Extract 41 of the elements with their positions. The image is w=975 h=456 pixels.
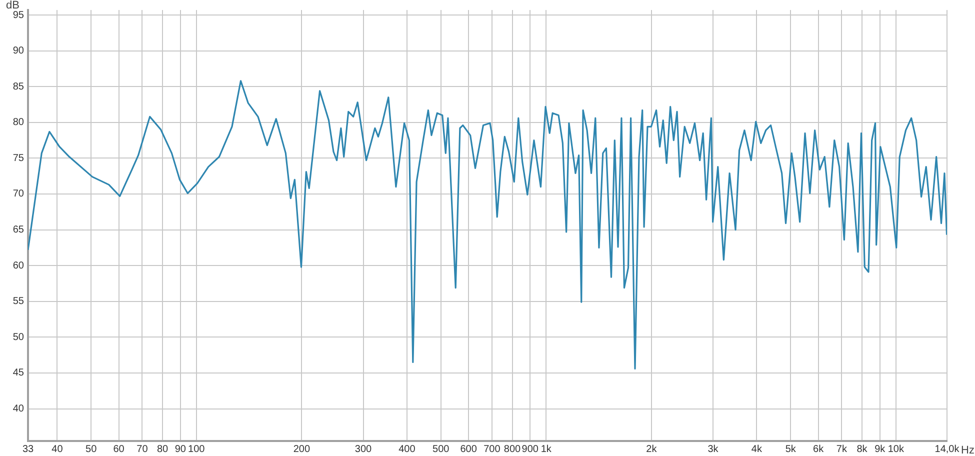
y-tick-label: 70 [12,188,24,200]
x-tick-label: 14,0k [934,444,960,455]
x-tick-label: 8k [856,444,868,455]
y-axis-title: dB [6,0,20,12]
x-tick-label: 80 [156,444,169,455]
x-tick-label: 33 [22,444,34,455]
x-tick-label: 10k [888,444,905,455]
x-tick-label: 500 [432,444,450,455]
x-tick-label: 100 [188,444,206,455]
x-tick-label: 200 [293,444,310,455]
x-tick-label: 90 [174,444,186,455]
x-tick-label: 400 [398,444,416,455]
y-tick-label: 40 [12,404,24,415]
y-tick-label: 45 [12,368,24,379]
x-tick-label: 800 [504,444,522,455]
x-tick-label: 9k [874,444,886,455]
x-tick-label: 60 [113,444,125,455]
x-tick-label: 5k [785,444,797,455]
x-tick-label: 50 [86,444,98,455]
y-tick-label: 75 [12,152,24,164]
y-tick-label: 85 [12,81,24,92]
y-tick-label: 90 [12,46,24,57]
x-axis-title: Hz [961,444,974,456]
y-tick-label: 50 [12,332,24,343]
x-tick-label: 700 [484,444,501,455]
y-tick-label: 80 [12,117,24,128]
y-tick-label: 65 [12,224,24,236]
x-tick-label: 70 [136,444,148,455]
x-tick-label: 6k [813,444,825,455]
y-tick-label: 95 [12,10,24,21]
x-tick-label: 7k [836,444,848,455]
x-tick-label: 300 [354,444,372,455]
x-tick-label: 900 [522,444,539,455]
x-tick-label: 2k [646,444,658,455]
x-tick-label: 1k [540,444,552,455]
y-tick-label: 60 [12,260,24,272]
x-tick-label: 40 [52,444,64,455]
x-tick-label: 600 [460,444,478,455]
x-tick-label: 3k [708,444,720,455]
x-tick-label: 4k [751,444,763,455]
y-tick-label: 55 [12,296,24,308]
